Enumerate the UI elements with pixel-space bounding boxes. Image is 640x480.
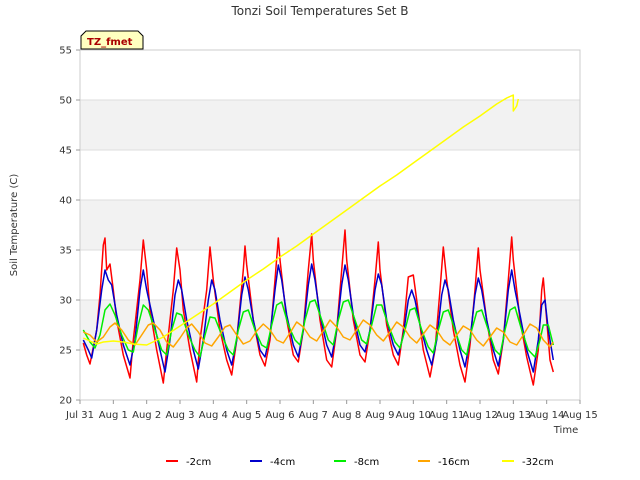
y-tick-label: 50	[59, 96, 72, 107]
y-tick-label: 20	[59, 396, 72, 407]
y-tick-label: 25	[59, 346, 72, 357]
y-tick-label: 55	[59, 46, 72, 57]
legend-label: -2cm	[186, 457, 211, 468]
x-tick-label: Jul 31	[65, 410, 94, 421]
legend-item: -32cm	[502, 457, 554, 468]
legend-item: -4cm	[250, 457, 295, 468]
x-tick-label: Aug 13	[496, 410, 531, 421]
legend-label: -4cm	[270, 457, 295, 468]
series-line	[82, 94, 520, 346]
x-axis-ticks: Jul 31 Aug 1 Aug 2 Aug 3 Aug 4 Aug 5 Aug 6 Aug …	[65, 400, 598, 421]
y-axis-ticks: 20 25 30 35 40 45 50 55	[59, 46, 80, 407]
series-line	[82, 319, 554, 348]
x-tick-label: Aug 8	[332, 410, 361, 421]
y-tick-label: 45	[59, 146, 72, 157]
legend-label: -8cm	[354, 457, 379, 468]
badge-text: TZ_fmet	[87, 37, 133, 48]
x-tick-label: Aug 11	[429, 410, 464, 421]
x-tick-label: Aug 5	[232, 410, 261, 421]
x-tick-label: Aug 7	[299, 410, 328, 421]
x-tick-label: Aug 3	[165, 410, 194, 421]
legend-label: -32cm	[522, 457, 554, 468]
chart-title: Tonzi Soil Temperatures Set B	[231, 4, 409, 18]
y-tick-label: 35	[59, 246, 72, 257]
site-badge: TZ_fmet	[80, 30, 144, 50]
x-tick-label: Aug 1	[99, 410, 128, 421]
badge-box	[80, 30, 144, 50]
x-tick-label: Aug 6	[265, 410, 294, 421]
legend-item: -2cm	[166, 457, 211, 468]
legend-item: -16cm	[418, 457, 470, 468]
legend-item: -8cm	[334, 457, 379, 468]
plot-background	[80, 50, 580, 400]
legend-label: -16cm	[438, 457, 470, 468]
plot-band	[80, 100, 580, 150]
series-line	[82, 299, 555, 358]
y-tick-label: 30	[59, 296, 72, 307]
y-axis-label: Soil Temperature (C)	[9, 174, 20, 277]
x-tick-label: Aug 10	[396, 410, 431, 421]
x-tick-label: Aug 12	[462, 410, 497, 421]
x-tick-label: Aug 2	[132, 410, 161, 421]
x-tick-label: Aug 15	[562, 410, 597, 421]
series-line	[82, 263, 555, 373]
plot-band	[80, 200, 580, 250]
x-tick-label: Aug 9	[365, 410, 394, 421]
x-tick-label: Aug 14	[529, 410, 564, 421]
axes	[79, 49, 581, 401]
legend: -2cm -4cm -8cm -16cm -32cm	[166, 457, 554, 468]
plot-frame	[79, 49, 581, 401]
x-tick-label: Aug 4	[199, 410, 228, 421]
series-layer	[82, 94, 555, 386]
x-axis-label: Time	[553, 425, 578, 436]
y-tick-label: 40	[59, 196, 72, 207]
